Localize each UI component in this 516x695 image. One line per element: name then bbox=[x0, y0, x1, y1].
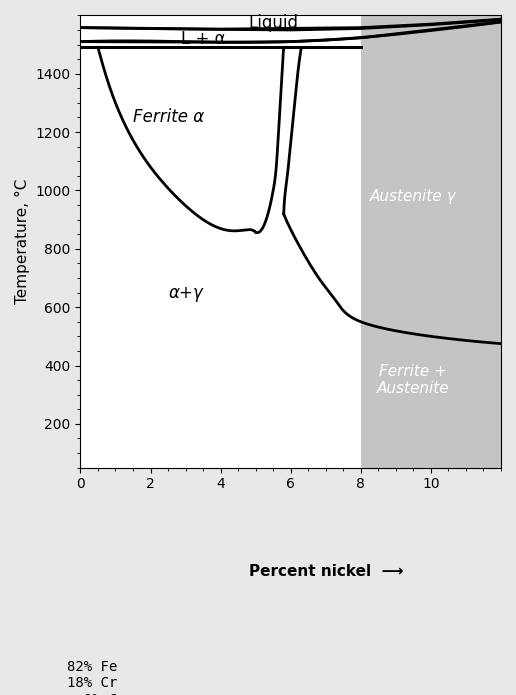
Text: Percent nickel  ⟶: Percent nickel ⟶ bbox=[249, 564, 403, 579]
Y-axis label: Temperature, °C: Temperature, °C bbox=[15, 179, 30, 304]
Text: 82% Fe
18% Cr
  0% C
  0% Ni: 82% Fe 18% Cr 0% C 0% Ni bbox=[67, 660, 126, 695]
Text: Austenite γ: Austenite γ bbox=[370, 189, 457, 204]
Text: Liquid: Liquid bbox=[248, 14, 298, 32]
Text: α+γ: α+γ bbox=[168, 284, 203, 302]
Text: Ferrite α: Ferrite α bbox=[133, 108, 204, 126]
Bar bbox=[361, 15, 501, 468]
Text: Ferrite +
Austenite: Ferrite + Austenite bbox=[377, 364, 449, 396]
Text: L + α: L + α bbox=[181, 30, 225, 48]
